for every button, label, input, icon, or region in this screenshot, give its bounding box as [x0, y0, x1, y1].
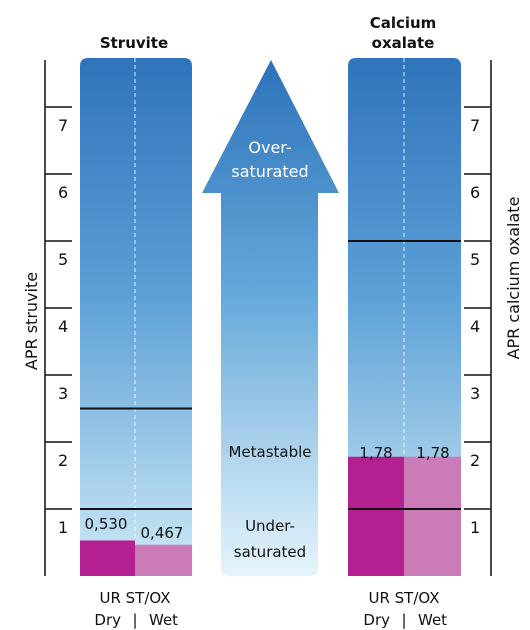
struvite-wet-bar	[135, 544, 192, 576]
oxalate-title-line2: oxalate	[372, 34, 435, 52]
right-axis: 1 2 3 4 5 6 7 APR calcium oxalate	[464, 60, 523, 576]
struvite-footer-sep: |	[132, 611, 137, 629]
right-tick-label-2: 2	[470, 451, 480, 470]
oxalate-column: 1,78 1,78	[348, 58, 461, 576]
oxalate-wet-value: 1,78	[416, 444, 449, 462]
over-saturated-label-1: Over-	[248, 138, 291, 157]
struvite-dry-value: 0,530	[85, 515, 128, 533]
oxalate-footer: UR ST/OX Dry | Wet	[363, 589, 447, 629]
struvite-wet-value: 0,467	[141, 524, 184, 542]
left-axis-label: APR struvite	[22, 272, 41, 370]
oxalate-footer-dry: Dry	[363, 611, 390, 629]
right-tick-label-4: 4	[470, 317, 480, 336]
right-tick-label-5: 5	[470, 250, 480, 269]
right-axis-label: APR calcium oxalate	[504, 197, 523, 360]
oxalate-dry-bar	[348, 456, 404, 576]
left-tick-label-7: 7	[58, 116, 68, 135]
oxalate-title-line1: Calcium	[370, 14, 437, 32]
right-tick-label-3: 3	[470, 384, 480, 403]
saturation-arrow: Over- saturated Metastable Under- satura…	[202, 60, 339, 576]
under-saturated-label-1: Under-	[245, 517, 295, 535]
struvite-footer-wet: Wet	[149, 611, 178, 629]
struvite-footer-label: UR ST/OX	[99, 589, 170, 607]
saturation-arrow-body	[202, 60, 339, 576]
left-axis: 1 2 3 4 5 6 7 APR struvite	[22, 60, 72, 576]
metastable-label: Metastable	[228, 443, 311, 461]
left-tick-label-4: 4	[58, 317, 68, 336]
right-tick-label-7: 7	[470, 116, 480, 135]
oxalate-footer-wet: Wet	[418, 611, 447, 629]
struvite-title: Struvite	[100, 34, 168, 52]
left-tick-label-1: 1	[58, 518, 68, 537]
struvite-footer-dry: Dry	[94, 611, 121, 629]
oxalate-dry-value: 1,78	[359, 444, 392, 462]
oxalate-footer-sep: |	[401, 611, 406, 629]
right-tick-label-1: 1	[470, 518, 480, 537]
over-saturated-label-2: saturated	[231, 162, 308, 181]
struvite-dry-bar	[80, 540, 135, 576]
struvite-column-body	[80, 58, 192, 576]
oxalate-footer-label: UR ST/OX	[368, 589, 439, 607]
left-tick-label-3: 3	[58, 384, 68, 403]
left-tick-label-2: 2	[58, 451, 68, 470]
left-tick-label-6: 6	[58, 183, 68, 202]
struvite-footer: UR ST/OX Dry | Wet	[94, 589, 178, 629]
struvite-column: 0,530 0,467	[80, 58, 192, 576]
under-saturated-label-2: saturated	[234, 543, 306, 561]
left-tick-label-5: 5	[58, 250, 68, 269]
oxalate-wet-bar	[404, 456, 461, 576]
right-tick-label-6: 6	[470, 183, 480, 202]
